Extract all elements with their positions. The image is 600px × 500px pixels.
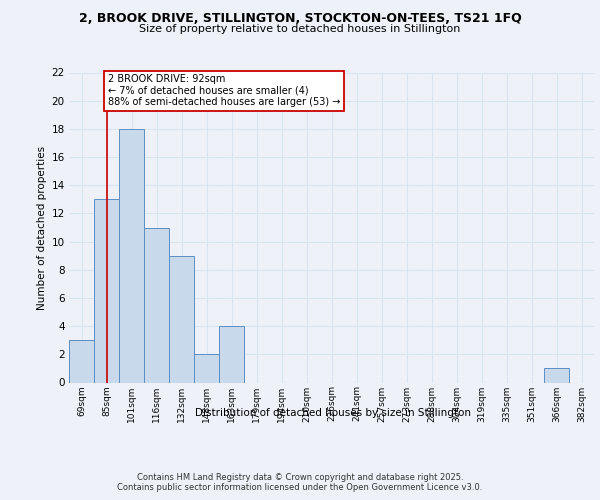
Text: Distribution of detached houses by size in Stillington: Distribution of detached houses by size … xyxy=(195,408,471,418)
Bar xyxy=(219,326,244,382)
Bar xyxy=(194,354,219,382)
Text: Size of property relative to detached houses in Stillington: Size of property relative to detached ho… xyxy=(139,24,461,34)
Text: 2 BROOK DRIVE: 92sqm
← 7% of detached houses are smaller (4)
88% of semi-detache: 2 BROOK DRIVE: 92sqm ← 7% of detached ho… xyxy=(108,74,340,107)
Bar xyxy=(544,368,569,382)
Bar xyxy=(169,256,194,382)
Text: Contains HM Land Registry data © Crown copyright and database right 2025.: Contains HM Land Registry data © Crown c… xyxy=(137,472,463,482)
Bar xyxy=(144,228,169,382)
Y-axis label: Number of detached properties: Number of detached properties xyxy=(37,146,47,310)
Bar xyxy=(119,129,144,382)
Bar xyxy=(94,200,119,382)
Text: 2, BROOK DRIVE, STILLINGTON, STOCKTON-ON-TEES, TS21 1FQ: 2, BROOK DRIVE, STILLINGTON, STOCKTON-ON… xyxy=(79,12,521,26)
Bar xyxy=(69,340,94,382)
Text: Contains public sector information licensed under the Open Government Licence v3: Contains public sector information licen… xyxy=(118,484,482,492)
